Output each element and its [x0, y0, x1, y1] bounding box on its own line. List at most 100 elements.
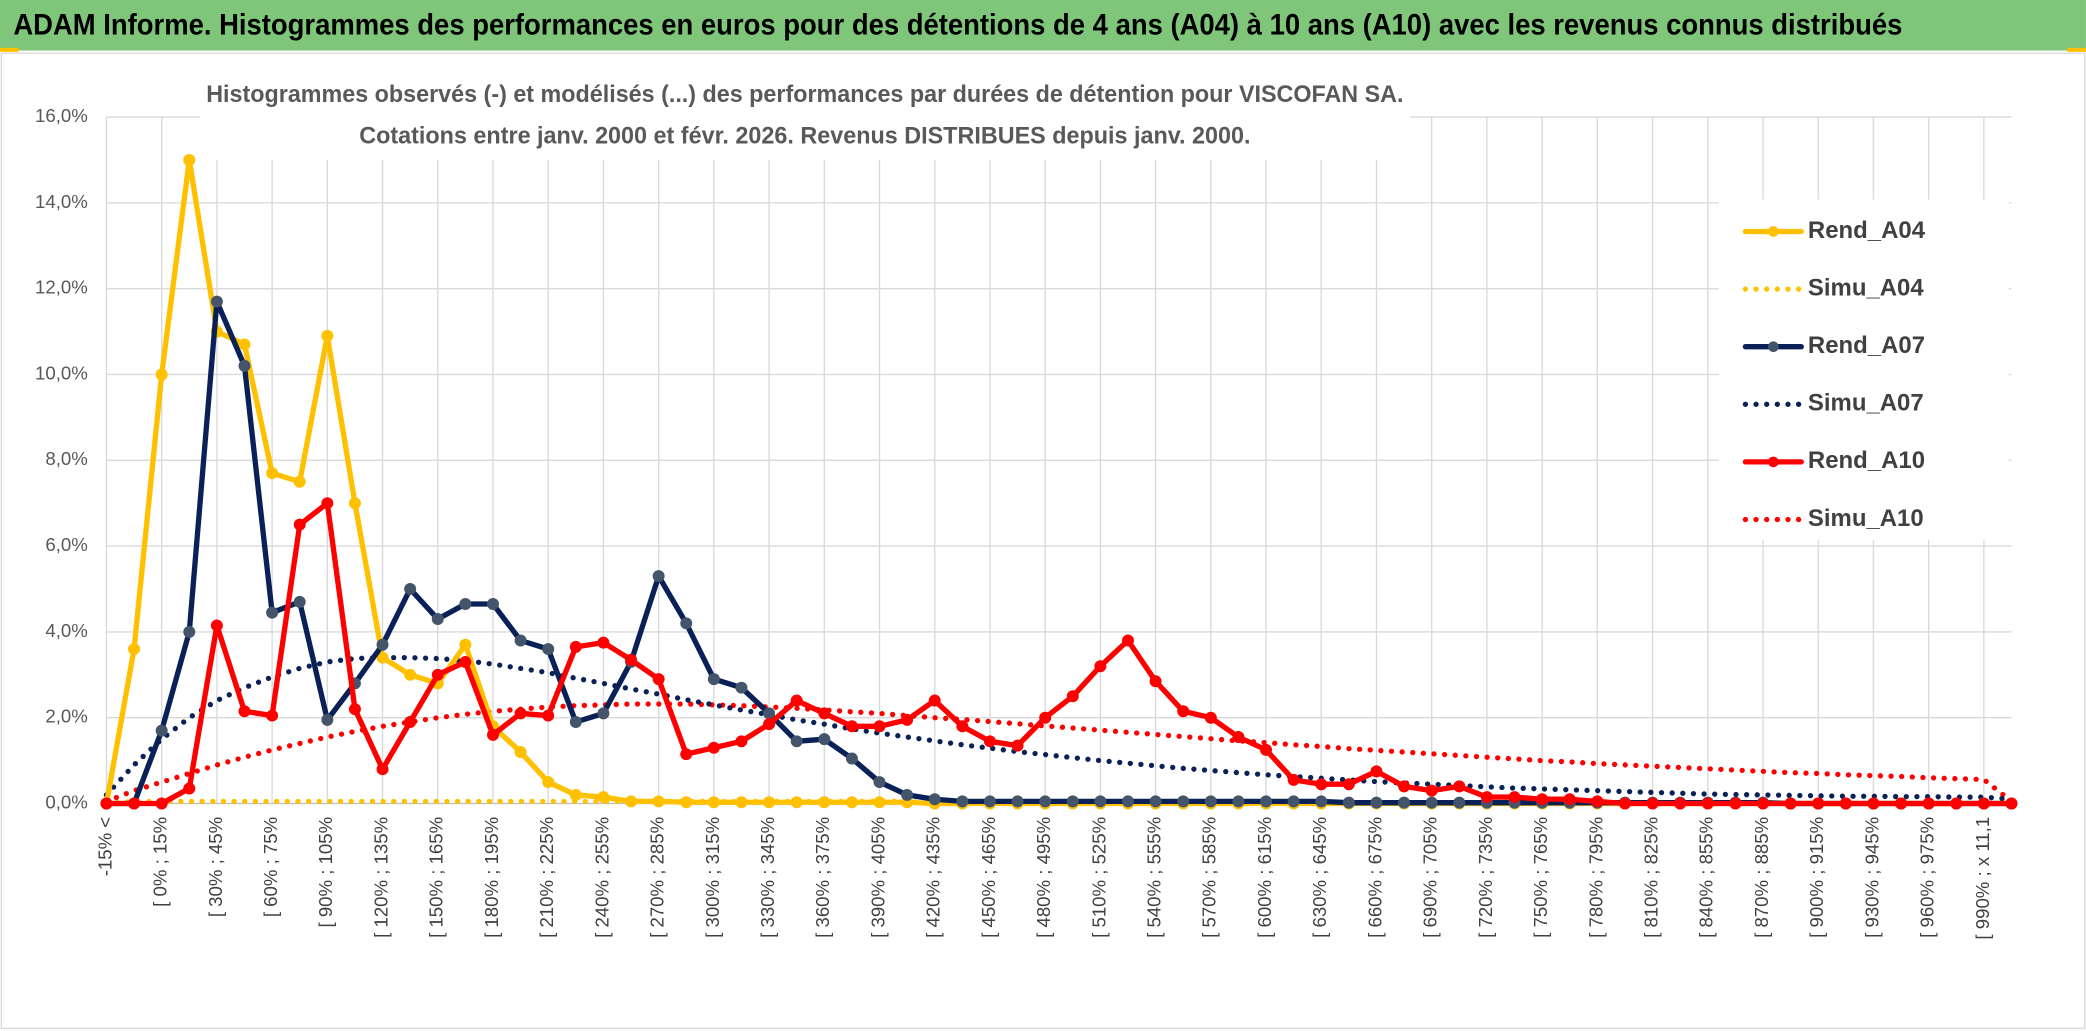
- legend-marker: [1768, 226, 1779, 237]
- data-point: [238, 359, 251, 372]
- data-point: [1066, 690, 1079, 703]
- data-point: [293, 595, 306, 608]
- data-point: [1922, 797, 1935, 810]
- data-point: [1591, 795, 1604, 808]
- data-point: [1011, 739, 1024, 752]
- data-point: [569, 788, 582, 801]
- x-tick-label: [ 0% ; 15%: [150, 817, 171, 907]
- x-tick-label: [ 210% ; 225%: [536, 817, 557, 938]
- data-point: [266, 606, 279, 619]
- y-tick-label: 14,0%: [35, 191, 88, 212]
- y-tick-label: 10,0%: [35, 362, 88, 383]
- data-point: [735, 796, 748, 809]
- data-point: [1398, 796, 1411, 809]
- data-point: [514, 634, 527, 647]
- data-point: [1011, 795, 1024, 808]
- data-point: [1563, 793, 1576, 806]
- data-point: [459, 598, 472, 611]
- data-point: [321, 497, 334, 510]
- data-point: [763, 718, 776, 731]
- data-point: [680, 748, 693, 761]
- data-point: [266, 467, 279, 480]
- data-point: [1039, 795, 1052, 808]
- data-point: [707, 741, 720, 754]
- data-point: [652, 570, 665, 583]
- data-point: [1342, 796, 1355, 809]
- data-point: [901, 713, 914, 726]
- data-point: [1370, 796, 1383, 809]
- data-point: [1177, 705, 1190, 718]
- x-tick-label: [ 150% ; 165%: [426, 817, 447, 938]
- data-point: [1177, 795, 1190, 808]
- x-tick-label: [ 330% ; 345%: [757, 817, 778, 938]
- data-point: [293, 518, 306, 531]
- title-background: [199, 74, 1411, 160]
- data-point: [983, 795, 996, 808]
- data-point: [431, 668, 444, 681]
- data-point: [431, 613, 444, 626]
- x-tick-label: [ 690% ; 705%: [1420, 817, 1441, 938]
- data-point: [1287, 795, 1300, 808]
- x-tick-label: [ 570% ; 585%: [1199, 817, 1220, 938]
- data-point: [1039, 711, 1052, 724]
- data-point: [1480, 791, 1493, 804]
- data-point: [1232, 731, 1245, 744]
- data-point: [486, 728, 499, 741]
- data-point: [514, 707, 527, 720]
- data-point: [790, 796, 803, 809]
- data-point: [1260, 795, 1273, 808]
- legend-label: Simu_A04: [1808, 274, 1924, 301]
- data-point: [1094, 660, 1107, 673]
- data-point: [1066, 795, 1079, 808]
- x-tick-label: [ 870% ; 885%: [1751, 817, 1772, 938]
- data-point: [1784, 797, 1797, 810]
- data-point: [542, 776, 555, 789]
- data-point: [1370, 765, 1383, 778]
- data-point: [1646, 797, 1659, 810]
- x-tick-label: [ 630% ; 645%: [1309, 817, 1330, 938]
- data-point: [128, 643, 141, 656]
- data-point: [514, 746, 527, 759]
- data-point: [376, 638, 389, 651]
- data-point: [1453, 780, 1466, 793]
- chart-title: Histogrammes observés (-) et modélisés (…: [206, 81, 1403, 108]
- data-point: [1315, 778, 1328, 791]
- data-point: [956, 720, 969, 733]
- data-point: [845, 752, 858, 765]
- x-tick-label: [ 600% ; 615%: [1254, 817, 1275, 938]
- x-tick-label: [ 300% ; 315%: [702, 817, 723, 938]
- legend-label: Simu_A07: [1808, 390, 1924, 417]
- data-point: [845, 796, 858, 809]
- data-point: [100, 797, 113, 810]
- x-tick-label: [ 90% ; 105%: [315, 817, 336, 928]
- data-point: [2005, 797, 2018, 810]
- legend-label: Rend_A04: [1808, 217, 1926, 244]
- data-point: [1315, 795, 1328, 808]
- x-tick-label: [ 180% ; 195%: [481, 817, 502, 938]
- series-line: [103, 500, 2015, 807]
- data-point: [376, 651, 389, 664]
- data-point: [1453, 796, 1466, 809]
- data-point: [376, 763, 389, 776]
- data-point: [707, 673, 720, 686]
- data-point: [348, 703, 361, 716]
- data-point: [569, 716, 582, 728]
- x-tick-label: [ 510% ; 525%: [1088, 817, 1109, 938]
- data-point: [293, 475, 306, 488]
- data-point: [597, 707, 610, 720]
- data-point: [790, 735, 803, 748]
- data-point: [680, 617, 693, 630]
- data-point: [1508, 791, 1521, 804]
- y-tick-label: 4,0%: [45, 620, 87, 641]
- header-title: ADAM Informe. Histogrammes des performan…: [13, 9, 1902, 41]
- data-point: [625, 795, 638, 808]
- data-point: [1425, 784, 1438, 797]
- data-point: [1950, 797, 1963, 810]
- legend-marker: [1768, 456, 1779, 468]
- data-point: [652, 673, 665, 686]
- data-point: [790, 694, 803, 707]
- header-bar: [0, 0, 2086, 51]
- data-point: [625, 653, 638, 666]
- data-point: [348, 497, 361, 510]
